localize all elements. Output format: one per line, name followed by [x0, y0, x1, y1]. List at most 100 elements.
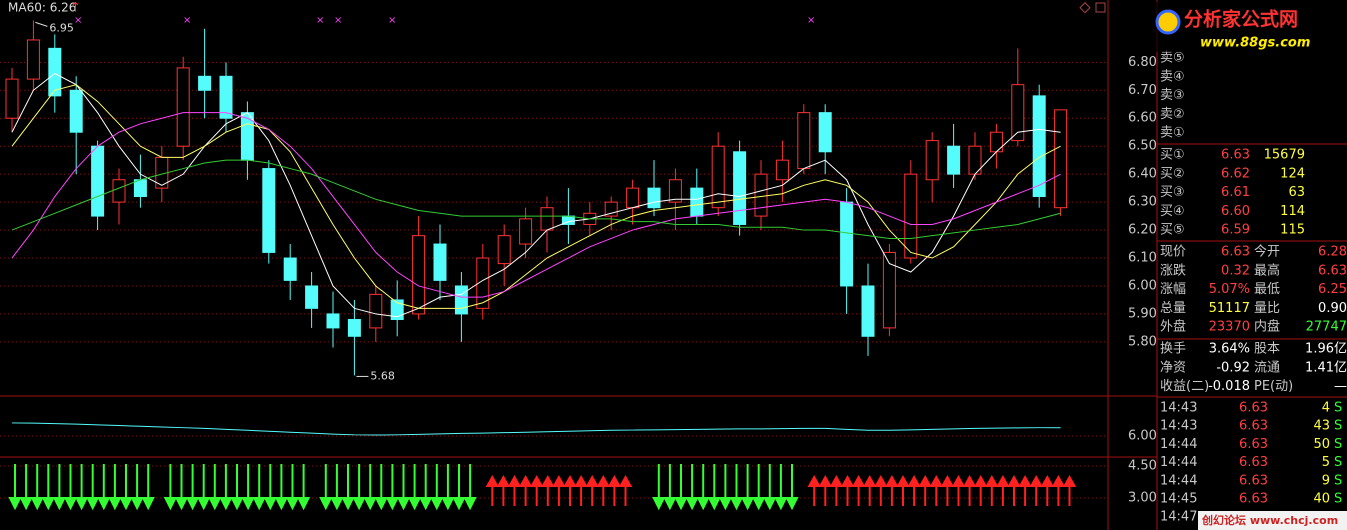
signal-arrow — [563, 474, 577, 506]
tick-price: 6.63 — [1239, 419, 1268, 434]
tick-time: 14:45 — [1160, 492, 1197, 507]
stat-value: 51117 — [1209, 301, 1250, 316]
buy-price: 6.60 — [1221, 204, 1250, 219]
candle-body — [840, 201, 854, 287]
signal-arrow — [430, 464, 444, 511]
signal-arrow — [1062, 474, 1077, 506]
tick-time: 14:47 — [1160, 510, 1197, 525]
y-tick-label: 6.80 — [1128, 55, 1157, 70]
signal-arrow — [197, 464, 211, 511]
stat-value: 0.90 — [1318, 301, 1347, 316]
signal-arrow — [19, 464, 33, 511]
stat-label: 最低 — [1254, 282, 1280, 297]
ma-line — [11, 159, 1061, 239]
signal-arrow — [874, 474, 888, 506]
signal-arrow — [174, 464, 189, 511]
signal-arrow — [785, 464, 799, 511]
signal-arrow — [252, 464, 266, 511]
stat-value: -0.018 — [1208, 379, 1250, 394]
signal-arrow — [918, 474, 932, 506]
signal-arrow — [330, 464, 344, 511]
stat-label: 最高 — [1254, 262, 1280, 278]
svg-text:×: × — [316, 15, 324, 26]
high-label: 6.95 — [49, 21, 74, 34]
y-tick-label: 6.00 — [1128, 429, 1157, 444]
y-tick-label: 6.60 — [1128, 111, 1157, 126]
signal-arrow — [230, 464, 244, 511]
svg-text:×: × — [388, 15, 396, 26]
watermark-bg — [1198, 511, 1347, 530]
tick-price: 6.63 — [1239, 437, 1268, 452]
signal-arrow — [940, 474, 955, 506]
signal-arrow — [929, 474, 943, 506]
tick-side: S — [1334, 419, 1342, 434]
svg-text:×: × — [183, 15, 191, 26]
logo-icon — [1155, 9, 1181, 35]
signal-arrow — [141, 464, 155, 511]
signal-arrow — [263, 464, 277, 511]
signal-arrow — [907, 474, 921, 506]
candle-body — [283, 257, 297, 281]
buy-volume: 115 — [1280, 223, 1305, 238]
y-tick-label: 6.50 — [1128, 139, 1157, 154]
candle-body — [497, 235, 511, 265]
candle-body — [947, 145, 961, 175]
candle-body — [1011, 84, 1025, 142]
svg-text:×: × — [334, 15, 342, 26]
tick-side: S — [1334, 455, 1342, 470]
tick-volume: 9 — [1322, 473, 1330, 488]
sell-label: 卖⑤ — [1160, 51, 1185, 66]
signal-arrow — [285, 464, 300, 511]
signal-arrow — [163, 464, 178, 511]
signal-arrow — [818, 474, 832, 506]
signal-arrow — [396, 464, 411, 511]
y-tick-label: 6.70 — [1128, 83, 1157, 98]
signal-arrow — [974, 474, 988, 506]
signal-arrow — [108, 464, 122, 511]
top-markers: × × × × × × — [74, 15, 815, 26]
candle-body — [133, 179, 147, 198]
signal-arrow — [851, 474, 866, 506]
signal-arrow — [885, 474, 899, 506]
signal-arrow — [829, 474, 844, 506]
tick-time: 14:44 — [1160, 473, 1197, 488]
candle-body — [711, 145, 725, 209]
stat-label: 股本 — [1254, 342, 1280, 357]
stat-label: 涨幅 — [1160, 282, 1186, 297]
stat-label: 涨跌 — [1160, 262, 1186, 278]
candle-body — [818, 112, 832, 153]
ma-line — [11, 84, 1061, 309]
candle-body — [1032, 95, 1046, 198]
signal-arrow — [663, 464, 677, 511]
icon[interactable] — [1095, 2, 1106, 13]
buy-volume: 15679 — [1264, 148, 1305, 163]
signal-arrow — [385, 464, 400, 511]
candle-body — [904, 173, 918, 259]
tick-time: 14:44 — [1160, 455, 1197, 470]
candle-body — [26, 39, 40, 80]
signal-arrow — [352, 464, 366, 511]
stat-value: 6.28 — [1318, 245, 1347, 260]
candle-body — [176, 67, 190, 147]
signal-arrow — [219, 464, 233, 511]
signal-arrow — [363, 464, 377, 511]
tick-side: S — [1334, 492, 1342, 507]
icon[interactable] — [1079, 2, 1091, 14]
signal-arrow — [752, 464, 766, 511]
tick-side: S — [1334, 437, 1342, 452]
signal-arrow — [241, 464, 255, 511]
signal-arrow — [685, 464, 699, 511]
signal-arrow — [607, 474, 622, 506]
stat-label: 流通 — [1254, 360, 1280, 375]
signal-arrow — [130, 464, 144, 511]
signal-arrow — [97, 464, 111, 511]
signal-arrow — [740, 464, 755, 511]
stat-value: 6.63 — [1318, 263, 1347, 278]
tick-side: S — [1334, 473, 1342, 488]
y-tick-label: 6.40 — [1128, 167, 1157, 182]
stat-label: PE(动) — [1254, 379, 1293, 394]
signal-arrow — [374, 464, 388, 511]
buy-volume: 63 — [1288, 185, 1305, 200]
candle-body — [775, 159, 789, 181]
y-tick-label: 4.50 — [1128, 459, 1157, 474]
